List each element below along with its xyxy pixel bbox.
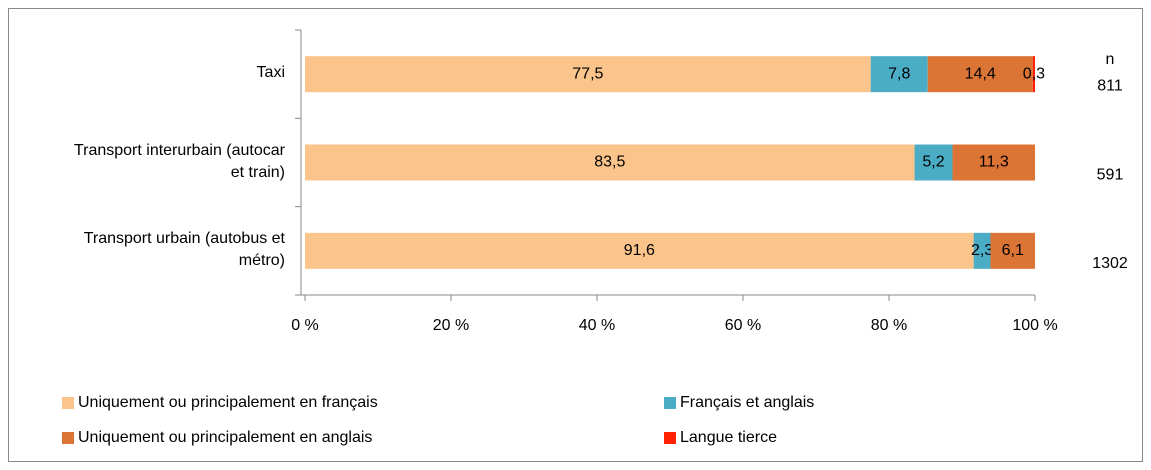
data-label: 83,5 — [594, 154, 625, 171]
bar-segment — [305, 232, 974, 269]
n-value: 811 — [1097, 77, 1123, 94]
data-label: 91,6 — [624, 242, 655, 259]
x-tick-label: 40 % — [579, 317, 615, 334]
data-label: 7,8 — [888, 65, 910, 82]
x-tick-label: 60 % — [725, 317, 761, 334]
data-label: 2,3 — [971, 242, 993, 259]
x-tick-label: 100 % — [1012, 317, 1057, 334]
data-label: 77,5 — [572, 65, 603, 82]
bar-segment — [305, 56, 871, 93]
n-value: 591 — [1097, 167, 1124, 184]
bar-segment — [990, 232, 1035, 269]
data-label: 6,1 — [1002, 242, 1024, 259]
category-label: Taxi — [256, 64, 285, 82]
legend-swatch — [664, 432, 676, 444]
legend-label: Langue tierce — [680, 429, 777, 446]
legend-swatch — [664, 397, 676, 409]
legend-label: Uniquement ou principalement en français — [78, 394, 378, 411]
legend-swatch — [62, 397, 74, 409]
bar-segment — [914, 144, 953, 181]
category-label: Transport interurbain (autocar et train) — [73, 141, 285, 181]
bar-segment — [973, 232, 991, 269]
data-label: 11,3 — [979, 154, 1009, 171]
data-label: 5,2 — [922, 154, 944, 171]
n-value: 1302 — [1092, 255, 1128, 272]
bar-segment — [927, 56, 1033, 93]
legend-label: Uniquement ou principalement en anglais — [78, 429, 372, 446]
bar-segment — [952, 144, 1035, 181]
x-tick-label: 0 % — [291, 317, 319, 334]
bar-segment — [305, 144, 915, 181]
legend-swatch — [62, 432, 74, 444]
data-label: 0,3 — [1023, 65, 1045, 82]
legend-label: Français et anglais — [680, 394, 814, 411]
x-tick-label: 80 % — [871, 317, 907, 334]
x-tick-label: 20 % — [433, 317, 469, 334]
category-label: Transport urbain (autobus et métro) — [83, 229, 285, 269]
bar-segment — [1032, 56, 1035, 93]
data-label: 14,4 — [965, 65, 996, 82]
n-header: n — [1106, 51, 1115, 68]
bar-segment — [870, 56, 928, 93]
